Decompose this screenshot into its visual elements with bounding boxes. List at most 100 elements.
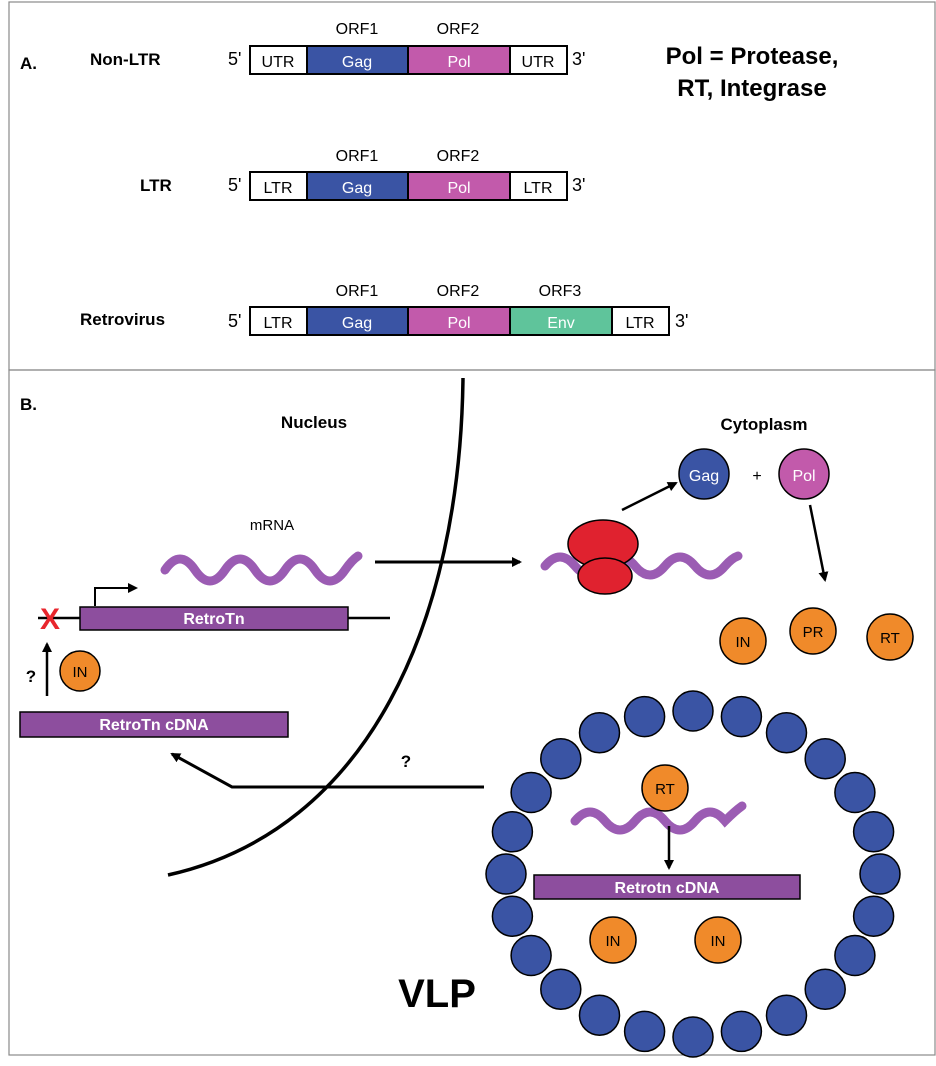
capsid-subunit [852,811,895,853]
plus-sign: + [752,468,761,485]
capsid-subunit [623,695,666,738]
vlp-cdna-bar [533,874,801,900]
vlp-cdna-label: Retrotn cDNA [615,880,720,897]
orf-label: ORF1 [336,148,379,165]
three-prime-end: 3' [675,311,688,331]
capsid-subunit [491,811,534,853]
segment-utr [509,45,568,75]
capsid-subunit [578,712,621,754]
five-prime-end: 5' [228,49,241,69]
transcription-start-arrow [94,583,138,606]
five-prime-end: 5' [228,175,241,195]
construct-name: Non-LTR [90,50,161,69]
product-integrase [719,617,767,665]
construct-name: LTR [140,176,172,195]
capsid-subunit [578,994,621,1036]
capsid-subunit [834,771,876,814]
capsid-subunit [720,1010,763,1053]
product-label: PR [803,624,824,641]
integrase-label: IN [73,664,88,681]
segment-gag [306,171,409,201]
capsid-subunit [491,895,534,937]
vlp-capsid-shell [485,690,901,1058]
ribosome-complex [540,519,743,595]
nuclear-membrane [167,377,465,877]
construct-retrovirus: Retrovirus 5' ORF1 ORF2 ORF3 LTR Gag Pol… [80,283,688,336]
segment-label: LTR [625,315,654,332]
capsid-subunit [859,853,901,895]
nucleus-label: Nucleus [281,413,347,432]
segment-label: Pol [447,54,470,71]
integrase-enzyme [59,650,101,692]
retrotn-gene-label: RetroTn [183,611,244,628]
segment-ltr [249,171,308,201]
retrotn-cdna-label: RetroTn cDNA [99,717,209,734]
vlp-in-label: IN [711,933,726,950]
vlp-integrase [694,916,742,964]
construct-name: Retrovirus [80,310,165,329]
capsid-subunit [765,712,808,754]
segment-ltr [611,306,670,336]
capsid-subunit [485,853,527,895]
capsid-subunit [672,690,714,732]
segment-label: Pol [447,315,470,332]
pol-protein [778,448,830,500]
capsid-subunit [540,737,582,780]
pol-note-line1: Pol = Protease, [666,43,839,70]
nuclear-import-arrow [170,752,484,789]
vlp-rt-label: RT [655,781,675,798]
ribosome-small-subunit [577,557,633,595]
construct-ltr: LTR 5' ORF1 ORF2 LTR Gag Pol LTR 3' [140,148,585,201]
capsid-subunit [765,994,808,1036]
segment-label: Env [547,315,575,332]
vlp-integrase [589,916,637,964]
five-prime-end: 5' [228,311,241,331]
capsid-subunit [510,934,552,977]
vlp-reverse-transcriptase [641,764,689,812]
capsid-subunit [540,968,582,1011]
vlp-label: VLP [398,972,476,1016]
segment-ltr [509,171,568,201]
pol-note-line2: RT, Integrase [677,75,826,102]
three-prime-end: 3' [572,49,585,69]
segment-label: LTR [523,180,552,197]
cytoplasm-label: Cytoplasm [721,415,808,434]
segment-label: Pol [447,180,470,197]
orf-label: ORF2 [437,283,480,300]
capsid-subunit [804,968,846,1011]
blocked-site-x: X [40,603,60,636]
capsid-subunit [672,1016,714,1058]
segment-label: Gag [342,54,372,71]
import-question: ? [401,752,411,771]
orf-label: ORF1 [336,21,379,38]
panel-b-frame [8,369,936,1056]
segment-label: LTR [263,315,292,332]
capsid-subunit [720,695,763,738]
segment-pol [407,171,511,201]
orf-label: ORF1 [336,283,379,300]
gag-protein [678,448,730,500]
vlp-rna [570,801,747,835]
capsid-subunit [852,895,895,937]
panel-a-label: A. [20,54,37,73]
panel-b-label: B. [20,395,37,414]
retrotn-cdna-bar [19,711,289,738]
capsid-subunit [834,934,876,977]
segment-label: LTR [263,180,292,197]
capsid-subunit [804,737,846,780]
segment-gag [306,45,409,75]
translation-arrow [621,481,678,512]
product-label: IN [736,634,751,651]
capsid-subunit [510,771,552,814]
product-label: RT [880,630,900,647]
product-protease [789,607,837,655]
segment-env [509,306,613,336]
integration-question: ? [26,667,36,686]
processing-arrow [808,504,829,582]
capsid-subunit [623,1010,666,1053]
product-reverse-transcriptase [866,613,914,661]
orf-label: ORF2 [437,148,480,165]
mrna-strand [160,551,363,586]
